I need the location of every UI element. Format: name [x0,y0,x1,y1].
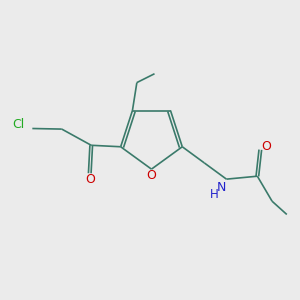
Text: N: N [217,181,226,194]
Text: O: O [146,169,156,182]
Text: H: H [210,188,218,201]
Text: O: O [85,172,95,186]
Text: Cl: Cl [12,118,24,131]
Text: O: O [261,140,271,153]
